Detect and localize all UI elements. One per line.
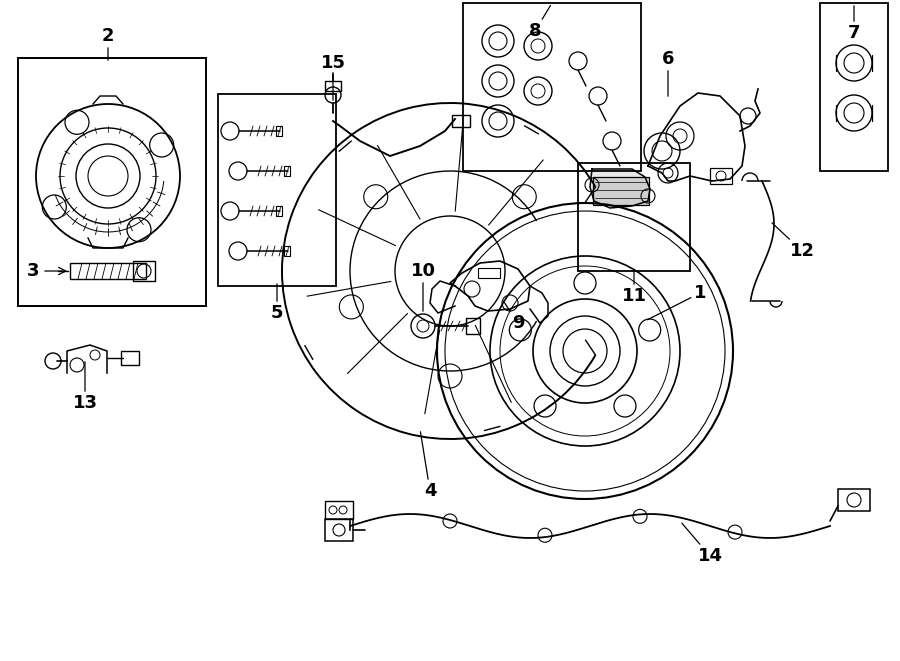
Text: 14: 14	[682, 523, 723, 565]
Bar	[838, 489, 870, 511]
Polygon shape	[450, 261, 530, 311]
Bar	[70, 263, 146, 279]
Bar	[452, 115, 470, 127]
Text: 13: 13	[73, 362, 97, 412]
Bar	[463, 3, 641, 171]
Bar	[133, 261, 155, 281]
Bar	[466, 318, 480, 334]
Text: 9: 9	[503, 301, 524, 332]
Bar	[325, 519, 353, 541]
Bar	[325, 501, 353, 519]
Bar	[121, 351, 139, 365]
Bar	[325, 81, 341, 91]
Polygon shape	[590, 169, 650, 208]
Text: 15: 15	[320, 54, 346, 100]
Text: 2: 2	[102, 27, 114, 60]
Bar	[710, 168, 732, 184]
Text: 6: 6	[662, 50, 674, 97]
Text: 7: 7	[848, 6, 860, 42]
Text: 5: 5	[271, 284, 284, 322]
Bar	[276, 206, 282, 216]
Bar	[820, 3, 888, 171]
Text: 10: 10	[410, 262, 436, 311]
Bar	[578, 163, 690, 271]
Text: 4: 4	[420, 432, 436, 500]
Text: 12: 12	[772, 223, 814, 260]
Bar	[478, 268, 500, 278]
Text: 1: 1	[647, 284, 707, 320]
Polygon shape	[648, 93, 745, 181]
Text: 3: 3	[27, 262, 66, 280]
Bar	[284, 166, 290, 176]
Text: 11: 11	[622, 271, 646, 305]
Bar	[276, 126, 282, 136]
Bar	[18, 58, 206, 306]
Bar	[593, 177, 649, 205]
Bar	[284, 246, 290, 256]
Text: 8: 8	[528, 5, 551, 40]
Bar	[218, 94, 336, 286]
